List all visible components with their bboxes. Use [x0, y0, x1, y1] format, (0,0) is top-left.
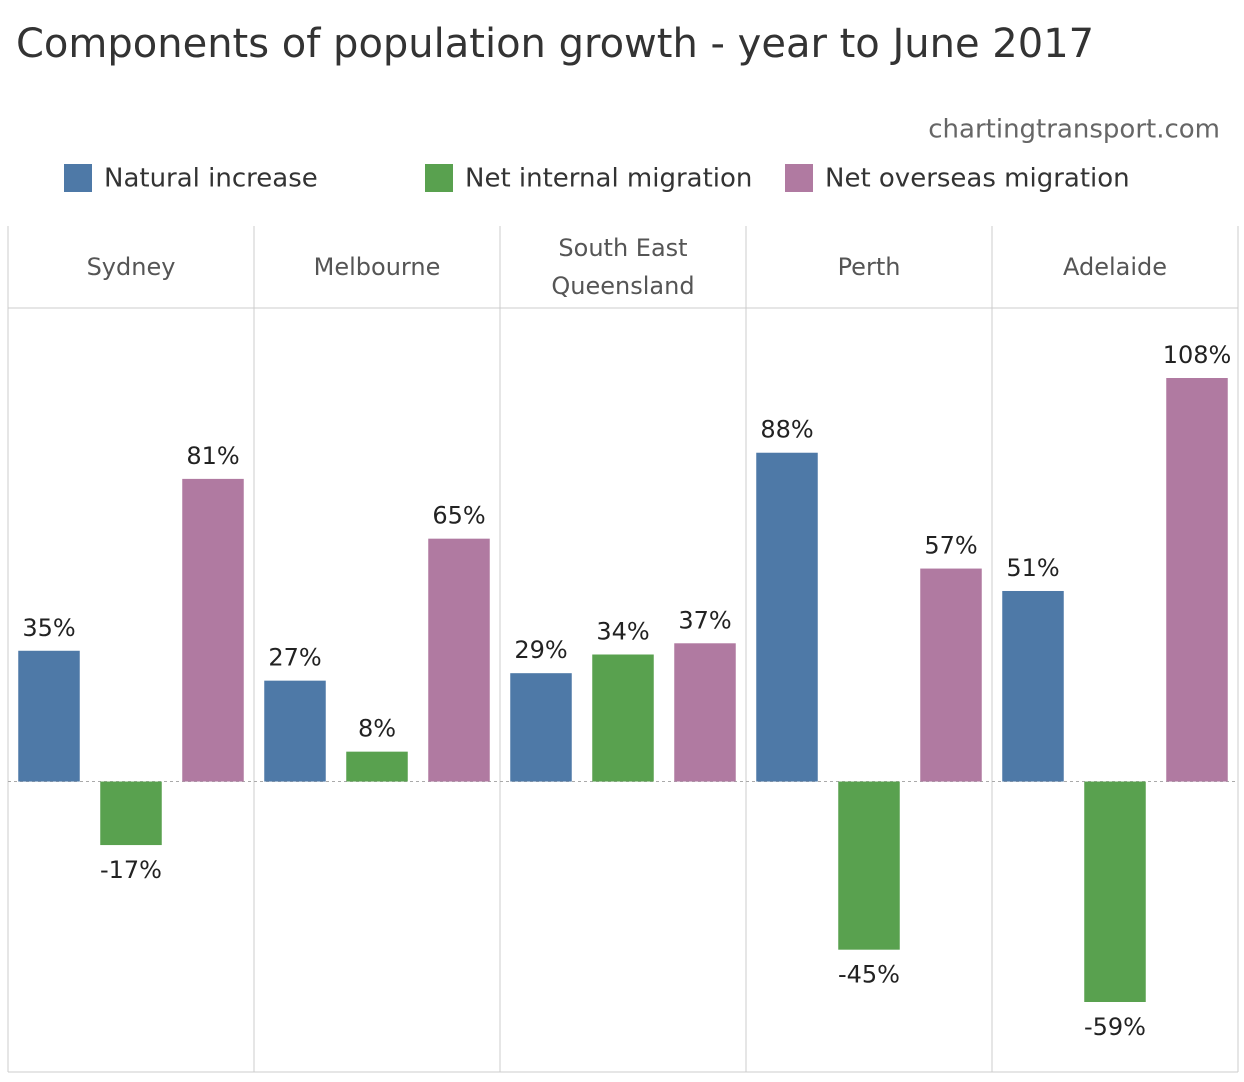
- value-label: 88%: [760, 416, 813, 444]
- value-label: -17%: [100, 856, 162, 884]
- value-label: 65%: [432, 502, 485, 530]
- legend-swatch: [64, 164, 92, 192]
- chart-title: Components of population growth - year t…: [16, 21, 1094, 67]
- value-label: 35%: [22, 614, 75, 642]
- value-label: 51%: [1006, 554, 1059, 582]
- legend-swatch: [425, 164, 453, 192]
- bar: [182, 478, 244, 782]
- value-label: 108%: [1163, 341, 1232, 369]
- value-label: 37%: [678, 606, 731, 634]
- legend-label: Net internal migration: [465, 164, 752, 194]
- bar: [1166, 378, 1228, 782]
- value-label: 81%: [186, 442, 239, 470]
- value-label: -59%: [1084, 1013, 1146, 1041]
- bar: [674, 643, 736, 782]
- value-label: 57%: [924, 532, 977, 560]
- panel-header: Adelaide: [1062, 253, 1168, 281]
- bar: [838, 781, 900, 950]
- bar: [592, 654, 654, 782]
- value-label: -45%: [838, 961, 900, 989]
- legend-label: Natural increase: [104, 164, 318, 194]
- value-label: 29%: [514, 636, 567, 664]
- value-label: 8%: [358, 715, 396, 743]
- panel-header: Melbourne: [313, 253, 441, 281]
- legend-label: Net overseas migration: [825, 164, 1130, 194]
- source: chartingtransport.com: [928, 115, 1220, 145]
- panel-header: Sydney: [86, 253, 176, 281]
- bar: [18, 650, 80, 782]
- bar: [920, 568, 982, 782]
- bar: [100, 781, 162, 846]
- panel-header: Perth: [837, 253, 901, 281]
- panel-header: South East Queensland: [551, 234, 695, 300]
- bar: [346, 751, 408, 782]
- legend-swatch: [785, 164, 813, 192]
- value-label: 27%: [268, 644, 321, 672]
- bar: [510, 673, 572, 782]
- bar: [756, 452, 818, 782]
- value-label: 34%: [596, 618, 649, 646]
- bar: [1084, 781, 1146, 1002]
- bar: [264, 680, 326, 782]
- bar: [428, 538, 490, 782]
- bar: [1002, 590, 1064, 782]
